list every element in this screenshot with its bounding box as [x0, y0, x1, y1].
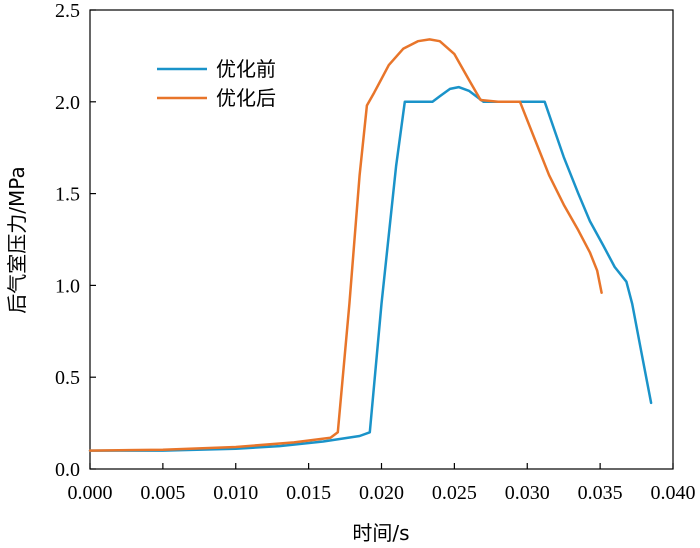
x-tick-label: 0.040	[651, 482, 696, 504]
x-axis-title: 时间/s	[352, 521, 409, 545]
y-tick-label: 1.5	[55, 184, 80, 206]
y-tick-label: 2.5	[55, 0, 80, 22]
y-axis-title: 后气室压力/MPa	[5, 166, 29, 313]
axes: 0.000 0.005 0.010 0.015 0.020 0.025 0.030 0.035…	[55, 0, 696, 504]
y-tick-label: 0.0	[55, 459, 80, 481]
series-lines	[88, 38, 653, 452]
x-tick-label: 0.015	[286, 482, 331, 504]
legend-label-series-1: 优化前	[216, 57, 276, 81]
legend-label-series-2: 优化后	[216, 86, 276, 110]
series-line-2	[88, 38, 603, 452]
x-tick-label: 0.000	[68, 482, 113, 504]
series-line-1	[88, 85, 653, 452]
y-tick-label: 0.5	[55, 367, 80, 389]
x-tick-label: 0.020	[359, 482, 404, 504]
x-tick-label: 0.025	[432, 482, 477, 504]
x-tick-label: 0.035	[578, 482, 623, 504]
y-tick-label: 2.0	[55, 92, 80, 114]
y-tick-label: 1.0	[55, 275, 80, 297]
legend: 优化前 优化后	[157, 57, 276, 110]
x-tick-label: 0.010	[213, 482, 258, 504]
x-tick-label: 0.030	[505, 482, 550, 504]
x-tick-label: 0.005	[140, 482, 185, 504]
